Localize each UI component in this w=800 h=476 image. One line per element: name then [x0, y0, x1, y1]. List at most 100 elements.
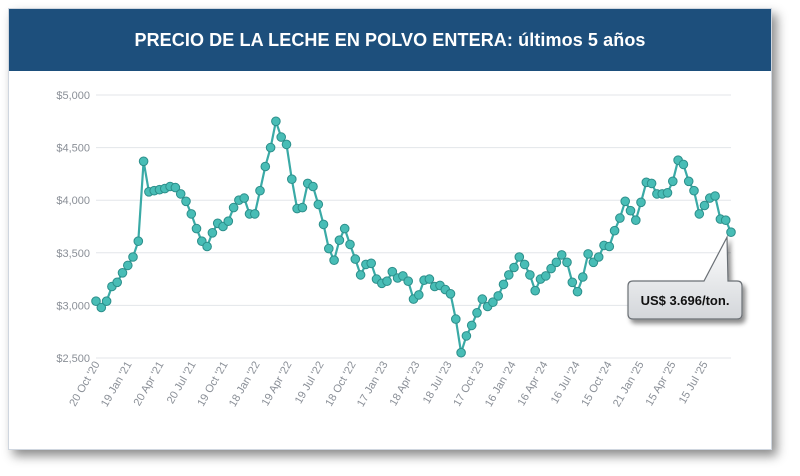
data-point — [514, 252, 525, 262]
x-tick-label: 21 Jan '25 — [611, 360, 647, 410]
y-tick-label: $3,500 — [56, 248, 90, 260]
data-point — [636, 197, 646, 208]
x-tick-label: 15 Jul '25 — [677, 360, 711, 406]
data-point — [466, 320, 477, 331]
data-point — [498, 279, 509, 290]
x-tick-label: 19 Apr '22 — [260, 360, 295, 409]
data-point — [355, 270, 366, 280]
y-tick-label: $3,000 — [56, 300, 90, 312]
data-point — [287, 174, 297, 184]
x-tick-label: 18 Oct '22 — [323, 360, 358, 409]
data-point — [488, 297, 498, 308]
data-point — [128, 252, 138, 262]
data-point — [223, 216, 234, 226]
data-point — [631, 215, 641, 225]
data-point — [175, 189, 186, 199]
data-point — [324, 243, 334, 254]
data-point — [699, 200, 710, 211]
data-point — [556, 250, 567, 260]
data-point — [683, 176, 694, 187]
data-point — [646, 178, 657, 189]
data-point — [202, 241, 212, 252]
data-point — [694, 209, 705, 219]
data-point — [181, 196, 191, 207]
data-point — [318, 219, 329, 230]
data-point — [260, 161, 271, 172]
data-point — [123, 260, 133, 271]
x-tick-label: 18 Jul '23 — [421, 360, 455, 406]
data-point — [726, 227, 736, 237]
data-point — [297, 202, 308, 213]
data-point — [345, 239, 355, 250]
data-point — [456, 347, 466, 358]
data-point — [625, 205, 636, 216]
data-point — [255, 185, 265, 196]
data-point — [461, 331, 472, 341]
data-point — [414, 290, 424, 300]
x-tick-label: 15 Apr '25 — [644, 360, 679, 409]
x-tick-label: 20 Jul '21 — [165, 360, 199, 406]
data-point — [472, 308, 482, 318]
data-point — [541, 271, 551, 281]
data-point — [329, 255, 339, 266]
data-point — [239, 193, 249, 203]
data-point — [493, 291, 504, 301]
x-tick-label: 19 Jul '22 — [293, 360, 327, 406]
data-point — [101, 296, 112, 307]
data-point — [678, 159, 689, 170]
data-point — [710, 191, 720, 201]
data-point — [228, 202, 239, 213]
data-point — [117, 268, 128, 278]
x-tick-label: 18 Apr '23 — [388, 360, 423, 409]
data-point — [689, 185, 699, 196]
data-point — [96, 302, 107, 313]
data-point — [138, 156, 149, 167]
callout-label: US$ 3.696/ton. — [641, 293, 730, 308]
data-point — [509, 262, 519, 273]
data-point — [265, 142, 276, 153]
data-point — [546, 263, 556, 274]
chart-header: PRECIO DE LA LECHE EN POLVO ENTERA: últi… — [9, 9, 771, 71]
data-point — [583, 249, 593, 259]
data-point — [281, 139, 292, 150]
callout-bubble — [627, 234, 743, 320]
y-tick-label: $2,500 — [56, 353, 90, 365]
x-tick-label: 19 Jan '21 — [99, 360, 135, 410]
data-point — [403, 276, 414, 287]
data-point — [504, 270, 514, 280]
x-tick-label: 18 Jan '22 — [227, 360, 263, 410]
chart-title: PRECIO DE LA LECHE EN POLVO ENTERA: últi… — [134, 29, 646, 50]
data-point — [477, 294, 488, 304]
data-point — [562, 257, 572, 268]
data-point — [387, 266, 398, 277]
x-tick-label: 15 Oct '24 — [579, 360, 614, 409]
data-point — [609, 225, 620, 236]
data-point — [668, 176, 678, 187]
data-point — [567, 277, 578, 288]
x-tick-label: 16 Jan '24 — [483, 360, 519, 410]
data-point — [334, 235, 345, 245]
data-point — [593, 252, 604, 262]
data-point — [578, 272, 588, 282]
data-point — [551, 257, 562, 268]
data-point — [250, 209, 260, 219]
x-tick-label: 19 Oct '21 — [195, 360, 230, 409]
x-tick-label: 16 Apr '24 — [516, 360, 551, 409]
data-point — [366, 258, 377, 269]
data-point — [339, 223, 350, 234]
x-tick-label: 16 Jul '24 — [549, 360, 583, 406]
data-point — [525, 270, 535, 280]
data-point — [572, 286, 583, 297]
data-point — [112, 277, 122, 288]
data-point — [615, 213, 625, 223]
x-tick-label: 17 Jan '23 — [355, 360, 391, 410]
data-point — [133, 236, 144, 246]
data-point — [519, 259, 530, 270]
data-point — [720, 215, 731, 225]
data-point — [382, 276, 392, 287]
data-point — [350, 254, 361, 264]
x-tick-label: 20 Oct '20 — [67, 360, 102, 409]
data-point — [308, 181, 318, 192]
data-point — [91, 296, 101, 307]
